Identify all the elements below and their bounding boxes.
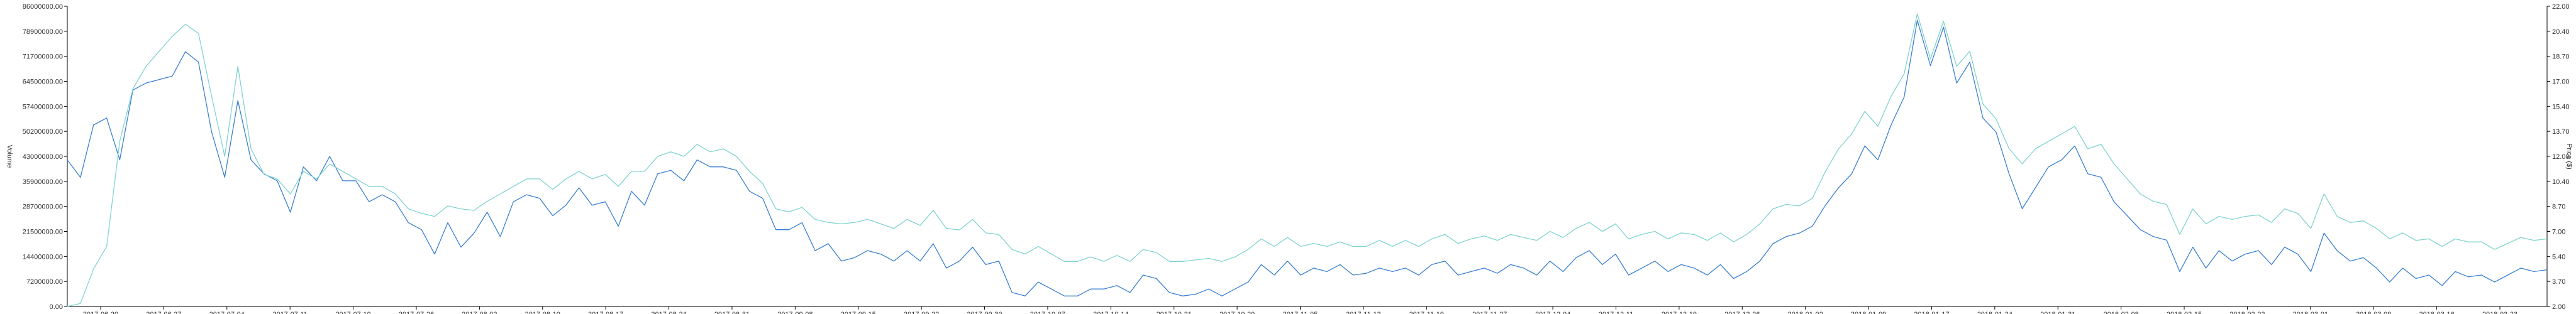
left-y-tick-label: 35900000.00 (23, 178, 63, 186)
x-tick-label: 2018-01-24 (1977, 311, 2012, 314)
x-tick-label: 2018-03-23 (2482, 311, 2518, 314)
x-tick-label: 2017-09-22 (904, 311, 939, 314)
left-y-tick-label: 78900000.00 (23, 28, 63, 36)
left-y-tick-label: 28700000.00 (23, 203, 63, 211)
x-tick-label: 2017-08-02 (462, 311, 497, 314)
x-tick-label: 2017-09-08 (777, 311, 813, 314)
x-tick-label: 2017-09-30 (967, 311, 1002, 314)
left-y-axis-title: Volume (6, 145, 13, 168)
left-y-ticks: 0.00 7200000.00 14400000.00 21500000.00 2870… (23, 3, 67, 311)
right-y-tick-label: 17.00 (2552, 78, 2570, 86)
x-tick-label: 2017-12-19 (1662, 311, 1697, 314)
left-y-tick-label: 0.00 (50, 303, 63, 311)
right-y-tick-label: 5.40 (2552, 253, 2565, 261)
x-tick-label: 2017-10-21 (1157, 311, 1192, 314)
x-tick-label: 2017-11-05 (1283, 311, 1318, 314)
right-y-tick-label: 7.00 (2552, 229, 2565, 236)
right-y-tick-label: 12.00 (2552, 153, 2570, 161)
x-tick-label: 2017-12-26 (1724, 311, 1760, 314)
right-y-tick-label: 20.40 (2552, 28, 2570, 36)
right-y-tick-label: 15.40 (2552, 103, 2570, 111)
x-tick-label: 2017-11-27 (1472, 311, 1507, 314)
volume-series-line (67, 19, 2548, 296)
x-tick-label: 2018-03-09 (2356, 311, 2391, 314)
series-layer (67, 13, 2548, 307)
x-tick-label: 2017-06-27 (146, 311, 181, 314)
x-tick-label: 2018-02-22 (2229, 311, 2265, 314)
x-tick-label: 2017-06-20 (83, 311, 118, 314)
x-tick-label: 2017-10-07 (1030, 311, 1065, 314)
right-y-ticks: 2.00 3.70 5.40 7.00 8.70 10.40 12.00 13.70 15.40… (2547, 3, 2570, 311)
right-y-axis-title: Price ($) (2565, 143, 2573, 170)
right-y-tick-label: 10.40 (2552, 178, 2570, 186)
price-series-line (67, 13, 2548, 307)
left-y-tick-label: 86000000.00 (23, 3, 63, 11)
left-y-tick-label: 64500000.00 (23, 78, 63, 86)
x-tick-label: 2017-08-24 (651, 311, 686, 314)
x-tick-label: 2018-01-31 (2040, 311, 2075, 314)
x-tick-label: 2017-08-17 (588, 311, 623, 314)
x-tick-label: 2017-07-26 (399, 311, 434, 314)
right-y-tick-label: 8.70 (2552, 203, 2565, 211)
left-y-tick-label: 43000000.00 (23, 153, 63, 161)
left-y-tick-label: 21500000.00 (23, 229, 63, 236)
x-tick-label: 2018-01-02 (1788, 311, 1823, 314)
x-tick-label: 2017-08-31 (714, 311, 750, 314)
x-tick-label: 2017-09-15 (841, 311, 876, 314)
left-y-tick-label: 7200000.00 (26, 278, 63, 286)
x-tick-label: 2018-03-16 (2419, 311, 2454, 314)
right-y-tick-label: 13.70 (2552, 128, 2570, 136)
right-y-tick-label: 22.00 (2552, 3, 2570, 11)
x-tick-label: 2017-08-10 (525, 311, 560, 314)
x-tick-label: 2018-01-17 (1914, 311, 1949, 314)
right-y-tick-label: 3.70 (2552, 278, 2565, 286)
x-tick-label: 2017-11-19 (1409, 311, 1444, 314)
left-y-tick-label: 50200000.00 (23, 128, 63, 136)
x-tick-label: 2017-07-11 (272, 311, 307, 314)
x-ticks: 2017-06-20 2017-06-27 2017-07-04 2017-07-11… (83, 306, 2518, 314)
x-tick-label: 2017-10-29 (1219, 311, 1255, 314)
x-tick-label: 2018-03-01 (2293, 311, 2328, 314)
x-tick-label: 2018-01-09 (1851, 311, 1886, 314)
left-y-tick-label: 57400000.00 (23, 103, 63, 111)
right-y-tick-label: 2.00 (2552, 303, 2565, 311)
x-tick-label: 2018-02-15 (2167, 311, 2202, 314)
x-tick-label: 2018-02-08 (2103, 311, 2138, 314)
x-tick-label: 2017-12-11 (1599, 311, 1633, 314)
x-tick-label: 2017-07-04 (209, 311, 245, 314)
x-tick-label: 2017-11-12 (1346, 311, 1380, 314)
x-tick-label: 2017-12-04 (1535, 311, 1570, 314)
x-tick-label: 2017-10-14 (1093, 311, 1128, 314)
left-y-tick-label: 14400000.00 (23, 253, 63, 261)
x-tick-label: 2017-07-19 (335, 311, 370, 314)
left-y-tick-label: 71700000.00 (23, 53, 63, 61)
right-y-tick-label: 18.70 (2552, 53, 2570, 61)
